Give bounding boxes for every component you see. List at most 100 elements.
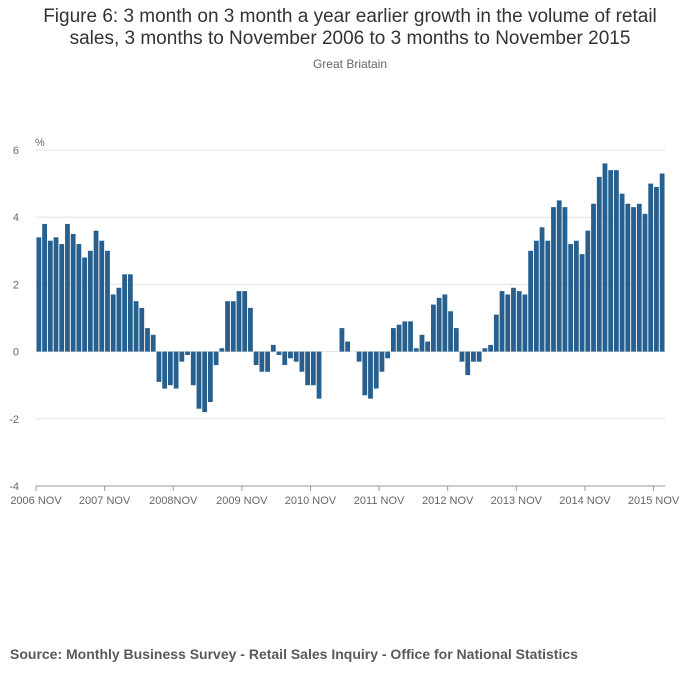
bar — [293, 351, 299, 362]
bar — [522, 294, 528, 352]
bar — [139, 307, 145, 352]
bar — [316, 351, 322, 399]
bar — [36, 237, 42, 352]
bar — [110, 294, 116, 352]
bar — [613, 170, 619, 352]
bar — [562, 207, 568, 352]
x-tick-label: 2008NOV — [149, 495, 198, 507]
y-tick-label: 0 — [13, 347, 19, 359]
bar — [213, 351, 219, 366]
bar — [585, 230, 591, 352]
bar — [408, 321, 413, 352]
bar — [242, 291, 248, 352]
bar — [82, 257, 87, 352]
bar — [253, 351, 259, 366]
bar — [431, 304, 436, 352]
bar — [179, 351, 185, 362]
bar — [219, 348, 225, 352]
bar — [99, 240, 105, 352]
bar — [476, 351, 482, 362]
x-tick-label: 2011 NOV — [354, 495, 405, 507]
bar — [225, 301, 230, 352]
bar — [167, 351, 173, 386]
bar — [511, 287, 516, 352]
bar — [116, 287, 122, 352]
bar — [659, 173, 665, 352]
bar — [150, 334, 156, 352]
axes: -4 -2 0 2 4 6% 2006 NOV 2007 NOV 2008NOV 2009 NOV… — [9, 137, 680, 507]
bar — [390, 328, 396, 352]
bar — [339, 328, 345, 352]
bar — [76, 244, 82, 352]
x-tick-label: 2014 NOV — [559, 495, 611, 507]
bar — [127, 274, 133, 352]
bar — [448, 311, 453, 352]
y-tick-label: 6 — [13, 145, 19, 157]
bar — [368, 351, 373, 399]
chart-title-line-1: Figure 6: 3 month on 3 month a year earl… — [43, 6, 657, 27]
x-tick-label: 2007 NOV — [79, 495, 131, 507]
bar — [499, 291, 505, 352]
chart-title: Figure 6: 3 month on 3 month a year earl… — [10, 6, 690, 50]
y-tick-label: -4 — [9, 481, 19, 493]
chart-subtitle: Great Briatain — [312, 57, 388, 71]
bar — [471, 351, 476, 362]
bar — [459, 351, 465, 362]
bar — [533, 240, 539, 352]
bar — [654, 186, 659, 352]
bar — [87, 250, 93, 352]
bar — [568, 244, 574, 352]
bar — [70, 234, 76, 352]
bar — [625, 203, 631, 352]
bar — [162, 351, 168, 389]
bar — [551, 207, 556, 352]
bar — [288, 351, 293, 359]
bar — [145, 328, 150, 352]
bar — [305, 351, 311, 386]
bar — [573, 240, 579, 352]
bar — [208, 351, 213, 402]
x-tick-label: 2013 NOV — [491, 495, 543, 507]
bar — [385, 351, 391, 359]
bar — [528, 250, 534, 352]
bar — [465, 351, 471, 376]
bar — [310, 351, 316, 386]
bar — [230, 301, 236, 352]
x-tick-label: 2012 NOV — [422, 495, 474, 507]
bar — [196, 351, 202, 409]
bar — [373, 351, 379, 389]
bar — [299, 351, 305, 372]
bar — [413, 348, 419, 352]
chart-title-line-2: sales, 3 months to November 2006 to 3 mo… — [69, 28, 631, 49]
bar — [516, 291, 522, 352]
bar — [596, 176, 602, 352]
bar — [436, 297, 442, 352]
bar — [276, 351, 282, 355]
bar — [65, 223, 70, 352]
bar — [47, 240, 53, 352]
bar — [42, 223, 47, 352]
bar — [591, 203, 596, 352]
bar — [202, 351, 208, 413]
bar — [608, 170, 614, 352]
bar — [133, 301, 139, 352]
bar — [545, 240, 551, 352]
bar — [425, 341, 431, 352]
bar — [59, 244, 65, 352]
bar — [270, 344, 276, 352]
bars — [36, 163, 665, 413]
bar — [345, 341, 351, 352]
bar — [402, 321, 408, 352]
bar — [122, 274, 128, 352]
bar — [259, 351, 265, 372]
x-tick-label: 2010 NOV — [285, 495, 337, 507]
bar — [419, 334, 425, 352]
bar — [265, 351, 270, 372]
bar — [248, 307, 253, 352]
bar — [282, 351, 288, 366]
bar — [631, 207, 636, 352]
bar — [619, 193, 625, 352]
bar — [173, 351, 179, 389]
bar — [602, 163, 608, 352]
